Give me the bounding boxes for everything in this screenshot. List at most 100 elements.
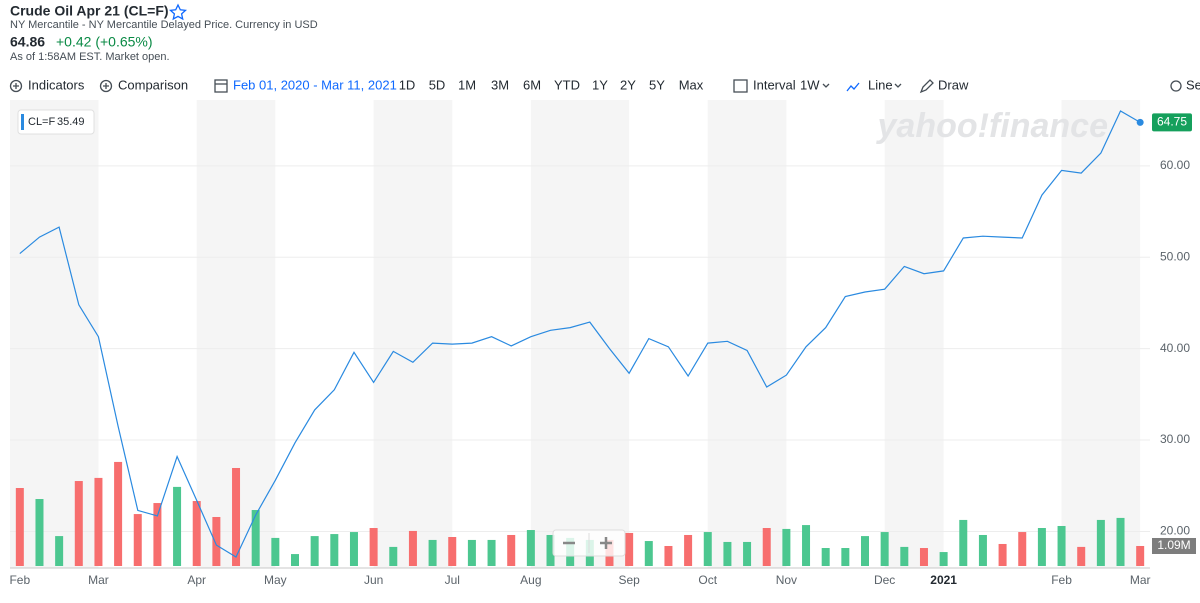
range-button[interactable]: 1M (458, 77, 476, 92)
month-band (373, 100, 453, 568)
volume-bar (900, 546, 909, 566)
comparison-icon (99, 79, 113, 93)
volume-bar (153, 503, 162, 566)
volume-bar (467, 539, 476, 566)
volume-bar (389, 546, 398, 566)
chart: yahoo!finance 20.00 30.00 40.00 50.00 60.00 Fe… (9, 100, 1196, 587)
range-button[interactable]: 3M (491, 77, 509, 92)
x-tick-label: Feb (9, 573, 30, 587)
x-tick-label: 2021 (930, 573, 957, 587)
tooltip-marker (21, 114, 24, 130)
comparison-icon (103, 83, 109, 89)
volume-bar (133, 514, 142, 566)
watchlist-star[interactable] (168, 3, 188, 21)
draw-icon (919, 79, 934, 94)
month-band (530, 100, 630, 568)
volume-bar (1136, 545, 1145, 566)
volume-bar (192, 501, 201, 566)
interval-value[interactable]: 1W (800, 77, 820, 92)
last-point (1136, 118, 1144, 126)
volume-bar (880, 532, 889, 566)
volume-bar (173, 486, 182, 566)
range-button[interactable]: 5D (429, 77, 446, 92)
range-button[interactable]: 1D (399, 77, 416, 92)
date-range[interactable]: Feb 01, 2020 - Mar 11, 2021 (233, 77, 397, 92)
volume-bar (1037, 528, 1046, 566)
line-icon (846, 82, 860, 92)
volume-bar (743, 541, 752, 566)
volume-bar (212, 516, 221, 566)
volume-bar (644, 541, 653, 566)
calendar-icon (214, 79, 228, 93)
volume-bar (703, 532, 712, 566)
price-line (19, 110, 1141, 558)
volume-bar (448, 537, 457, 566)
x-tick-label: Mar (1130, 573, 1151, 587)
range-buttons: 1D 5D 1M 3M 6M YTD 1Y 2Y 5Y Max (399, 77, 704, 92)
volume-bar (919, 548, 928, 566)
x-tick-label: Mar (88, 573, 109, 587)
volume-bar (408, 530, 417, 566)
x-tick-label: Oct (698, 573, 717, 587)
volume-bar (310, 536, 319, 566)
volume-bar (330, 534, 339, 566)
volume-bar (271, 537, 280, 566)
volume-bar (291, 554, 299, 566)
indicators-icon (13, 83, 19, 89)
volume-bar (232, 467, 241, 566)
month-band (884, 100, 944, 568)
volume-bar (526, 530, 535, 566)
interval-label[interactable]: Interval (753, 77, 796, 92)
month-band (1061, 100, 1141, 568)
volume-bar (684, 534, 693, 566)
y-tick-label: 20.00 (1160, 524, 1190, 538)
volume-bar (507, 534, 516, 566)
as-of: As of 1:58AM EST. Market open. (10, 51, 170, 63)
volume-bar (1096, 519, 1105, 566)
volume-bar (369, 528, 378, 566)
comparison-button[interactable]: Comparison (118, 77, 188, 92)
x-tick-label: Feb (1051, 573, 1072, 587)
range-button[interactable]: 5Y (649, 77, 665, 92)
volume-bar (802, 525, 811, 566)
exchange-info: NY Mercantile - NY Mercantile Delayed Pr… (10, 19, 318, 31)
volume-bar (841, 548, 850, 566)
volume-bar (1116, 517, 1125, 566)
range-button[interactable]: Max (679, 77, 704, 92)
range-button[interactable]: 1Y (592, 77, 608, 92)
price-label: 64.75 (1157, 115, 1187, 129)
volume-bar (723, 541, 732, 566)
volume-bar (251, 510, 260, 566)
volume-label-box (1152, 537, 1196, 554)
y-tick-label: 30.00 (1160, 432, 1190, 446)
quote-title: Crude Oil Apr 21 (CL=F) (10, 3, 169, 19)
volume-bar (428, 539, 437, 566)
zoom-in[interactable] (600, 537, 612, 549)
volume-bar (1077, 546, 1086, 566)
indicators-button[interactable]: Indicators (28, 77, 85, 92)
volume-bar (959, 519, 968, 566)
volume-bar (782, 528, 791, 566)
volume-bar (1057, 525, 1066, 566)
tooltip-symbol: CL=F (28, 116, 55, 128)
x-tick-label: Apr (187, 573, 206, 587)
price-label-box (1152, 113, 1192, 132)
range-button[interactable]: 6M (523, 77, 541, 92)
volume-bar (861, 536, 869, 566)
chart-type[interactable]: Line (868, 77, 893, 92)
volume-bar (94, 477, 103, 566)
y-tick-label: 60.00 (1160, 158, 1190, 172)
month-band (10, 100, 99, 568)
range-button[interactable]: 2Y (620, 77, 636, 92)
range-button[interactable]: YTD (554, 77, 580, 92)
x-tick-label: Aug (520, 573, 541, 587)
x-tick-label: Jun (364, 573, 383, 587)
chevron (894, 83, 902, 88)
chevron (822, 83, 830, 88)
draw-button[interactable]: Draw (938, 77, 969, 92)
volume-bar (487, 539, 496, 566)
volume-label: 1.09M (1157, 538, 1190, 552)
settings-button[interactable]: Se (1186, 77, 1200, 92)
month-band (707, 100, 787, 568)
